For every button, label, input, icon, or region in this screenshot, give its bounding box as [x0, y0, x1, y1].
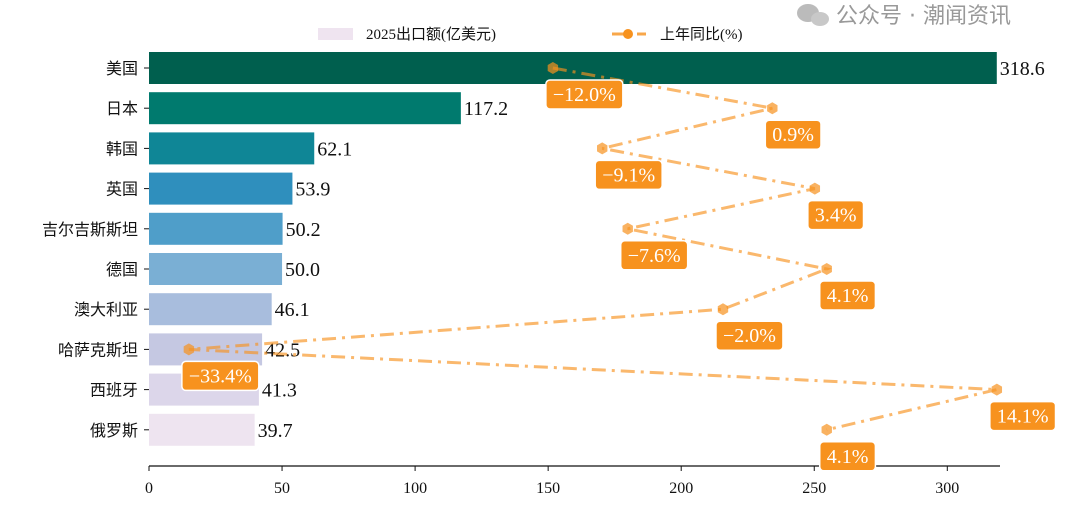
- x-tick-label: 100: [403, 480, 427, 497]
- bar-value-label: 62.1: [317, 138, 352, 160]
- bar-value-label: 53.9: [295, 179, 330, 201]
- category-label: 哈萨克斯坦: [58, 341, 138, 359]
- yoy-label: 4.1%: [827, 285, 869, 307]
- yoy-marker: [717, 303, 729, 316]
- yoy-label: 0.9%: [772, 124, 814, 146]
- yoy-label-box: [818, 280, 877, 311]
- bar: [149, 52, 997, 84]
- yoy-label: 4.1%: [827, 446, 869, 468]
- bar: [149, 172, 293, 205]
- bar: [149, 333, 263, 366]
- x-tick-label: 250: [802, 480, 826, 497]
- yoy-label-box: [619, 240, 689, 271]
- watermark-text: 公众号 · 潮闻资讯: [836, 4, 1011, 29]
- yoy-label-group: −7.6%: [619, 240, 689, 271]
- yoy-label: 3.4%: [815, 205, 857, 227]
- x-tick-label: 150: [536, 480, 560, 497]
- x-tick-label: 0: [145, 480, 153, 497]
- yoy-label-group: 4.1%: [818, 441, 877, 472]
- bar-value-label: 117.2: [464, 98, 508, 120]
- bar: [149, 132, 315, 165]
- yoy-label-box: [989, 400, 1057, 432]
- x-tick-label: 300: [935, 480, 959, 497]
- bar: [149, 212, 283, 245]
- bar-value-label: 318.6: [1000, 58, 1045, 80]
- x-tick-label: 200: [669, 480, 693, 497]
- yoy-label: −7.6%: [628, 245, 681, 267]
- yoy-label-group: 0.9%: [764, 119, 822, 150]
- yoy-line: [188, 66, 998, 432]
- bar: [149, 413, 255, 446]
- yoy-marker: [991, 383, 1003, 396]
- yoy-marker: [821, 423, 832, 436]
- bar-value-label: 41.3: [262, 380, 297, 402]
- legend-label-line: 上年同比(%): [660, 26, 743, 43]
- bar-value-label: 50.2: [286, 219, 321, 241]
- bar: [149, 92, 461, 125]
- category-label: 俄罗斯: [90, 422, 138, 440]
- legend-marker: [623, 29, 633, 39]
- yoy-label-group: 14.1%: [989, 400, 1057, 432]
- yoy-label-box: [715, 320, 784, 351]
- category-label: 西班牙: [90, 382, 138, 400]
- category-label: 韩国: [106, 140, 138, 158]
- legend-label-bar: 2025出口额(亿美元): [366, 26, 496, 43]
- yoy-marker: [597, 142, 608, 155]
- category-label: 英国: [106, 181, 138, 199]
- yoy-label-group: −33.4%: [181, 360, 260, 392]
- category-label: 美国: [106, 60, 138, 78]
- category-label: 日本: [106, 100, 138, 118]
- yoy-label-group: −12.0%: [545, 79, 624, 110]
- bar-value-label: 39.7: [258, 420, 293, 442]
- yoy-marker: [767, 102, 778, 115]
- yoy-label-group: 3.4%: [807, 199, 865, 231]
- yoy-marker: [821, 263, 832, 275]
- yoy-label-group: −2.0%: [715, 320, 784, 351]
- yoy-label-box: [764, 119, 822, 150]
- yoy-label-box: [807, 199, 865, 231]
- yoy-marker: [183, 343, 195, 356]
- legend: 2025出口额(亿美元) 上年同比(%): [318, 26, 743, 43]
- yoy-label: 14.1%: [997, 406, 1049, 428]
- yoy-marker: [809, 182, 821, 195]
- yoy-label-box: [818, 441, 877, 472]
- bar-value-label: 46.1: [275, 299, 310, 321]
- category-label: 吉尔吉斯斯坦: [42, 221, 138, 239]
- yoy-label: −12.0%: [553, 84, 616, 106]
- yoy-label-box: [545, 79, 624, 110]
- yoy-marker: [547, 62, 559, 74]
- yoy-label: −9.1%: [602, 164, 655, 186]
- x-tick-label: 50: [274, 480, 290, 497]
- yoy-label-box: [181, 360, 260, 392]
- bar: [149, 253, 283, 285]
- watermark: 公众号 · 潮闻资讯: [797, 4, 1011, 29]
- yoy-label: −2.0%: [723, 325, 776, 347]
- category-label: 德国: [106, 261, 138, 279]
- legend-swatch-bar: [318, 28, 353, 40]
- yoy-marker: [622, 222, 633, 235]
- yoy-label-box: [594, 159, 663, 191]
- yoy-label-group: −9.1%: [594, 159, 663, 191]
- yoy-label-group: 4.1%: [818, 280, 877, 311]
- bar: [149, 293, 272, 326]
- category-label: 澳大利亚: [74, 301, 138, 319]
- bar-value-label: 50.0: [285, 259, 320, 281]
- yoy-label: −33.4%: [189, 365, 252, 387]
- bar-value-label: 42.5: [265, 339, 300, 361]
